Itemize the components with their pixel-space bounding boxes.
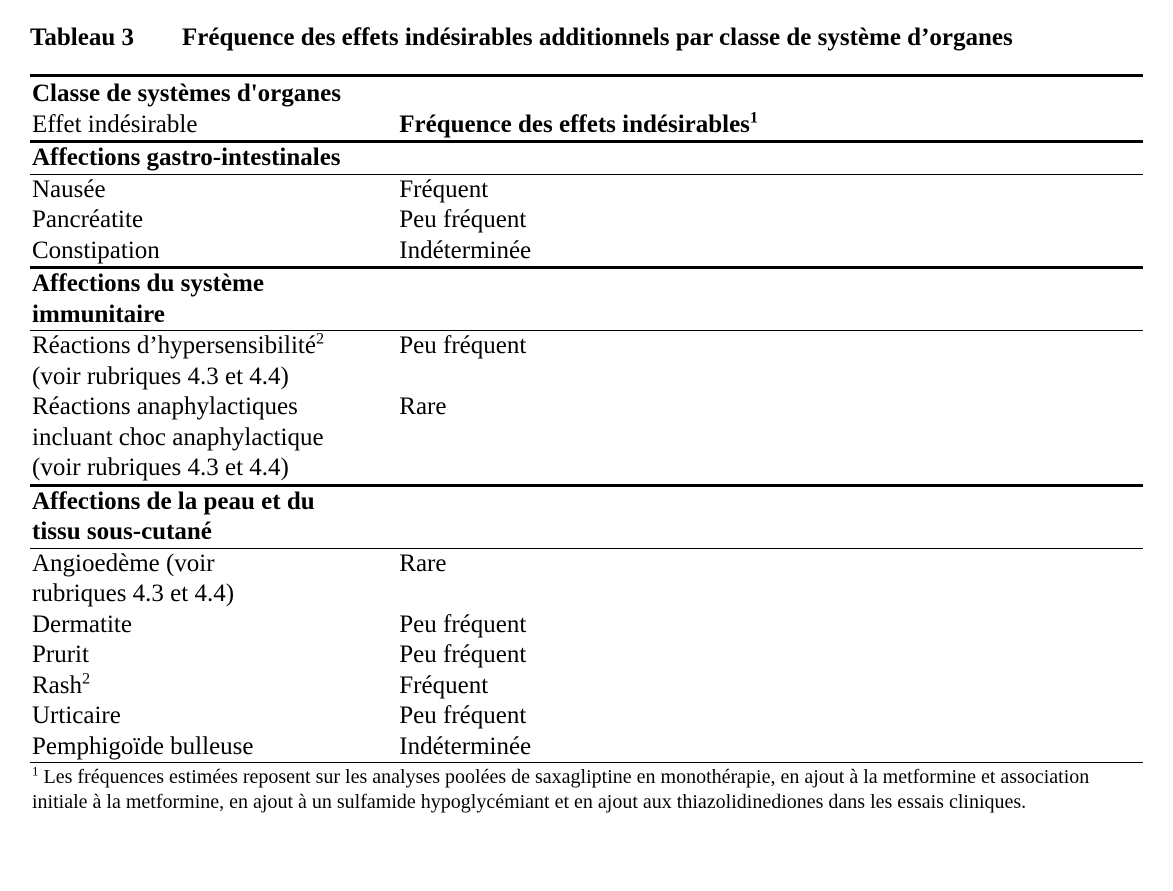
effect-name: Dermatite — [30, 610, 397, 641]
section-header-skin-l2: tissu sous-cutané — [32, 518, 212, 545]
effect-frequency: Peu fréquent — [397, 331, 1143, 393]
section-header-skin-l1: Affections de la peau et du — [32, 488, 315, 515]
table-row: Constipation Indéterminée — [30, 236, 1143, 268]
table-footnote: 1 Les fréquences estimées reposent sur l… — [30, 763, 1143, 816]
effect-frequency: Peu fréquent — [397, 640, 1143, 671]
effect-frequency: Indéterminée — [397, 732, 1143, 763]
effect-name: Réactions d’hypersensibilité2 (voir rubr… — [30, 331, 397, 393]
effect-name-sup: 2 — [316, 330, 324, 348]
effect-frequency: Peu fréquent — [397, 701, 1143, 732]
adverse-effects-table: Classe de systèmes d'organes Effet indés… — [30, 74, 1143, 815]
effect-name-line: Réactions d’hypersensibilité — [32, 332, 316, 359]
section-header-immune-l1: Affections du système — [32, 270, 264, 297]
table-row: Réactions d’hypersensibilité2 (voir rubr… — [30, 331, 1143, 393]
table-row: Angioedème (voir rubriques 4.3 et 4.4) R… — [30, 548, 1143, 610]
table-row: Urticaire Peu fréquent — [30, 701, 1143, 732]
table-row: Dermatite Peu fréquent — [30, 610, 1143, 641]
header-cell-right: Fréquence des effets indésirables1 — [397, 79, 1143, 142]
effect-frequency: Fréquent — [397, 671, 1143, 702]
effect-frequency: Peu fréquent — [397, 205, 1143, 236]
effect-frequency: Indéterminée — [397, 236, 1143, 268]
header-left-line1: Classe de systèmes d'organes — [32, 80, 341, 107]
effect-name: Prurit — [30, 640, 397, 671]
header-cell-left: Classe de systèmes d'organes Effet indés… — [30, 79, 397, 142]
effect-name: Urticaire — [30, 701, 397, 732]
table-row: Pemphigoïde bulleuse Indéterminée — [30, 732, 1143, 763]
effect-frequency: Fréquent — [397, 174, 1143, 205]
effect-name-line: incluant choc anaphylactique — [32, 424, 324, 451]
effect-name: Réactions anaphylactiques incluant choc … — [30, 392, 397, 485]
section-header-immune-l2: immunitaire — [32, 301, 165, 328]
effect-name-line: Réactions anaphylactiques — [32, 393, 298, 420]
table-row: Réactions anaphylactiques incluant choc … — [30, 392, 1143, 485]
table-row: Pancréatite Peu fréquent — [30, 205, 1143, 236]
table-row: Nausée Fréquent — [30, 174, 1143, 205]
header-right-sup: 1 — [750, 108, 758, 126]
effect-name-line: rubriques 4.3 et 4.4) — [32, 580, 234, 607]
effect-name: Pemphigoïde bulleuse — [30, 732, 397, 763]
table-row: Prurit Peu fréquent — [30, 640, 1143, 671]
effect-name: Nausée — [30, 174, 397, 205]
effect-name-line: Angioedème (voir — [32, 550, 215, 577]
footnote-text: Les fréquences estimées reposent sur les… — [32, 766, 1089, 813]
effect-name-line: Rash — [32, 672, 82, 699]
effect-name-sup: 2 — [82, 669, 90, 687]
header-right-label: Fréquence des effets indésirables — [399, 111, 750, 138]
header-left-line2: Effet indésirable — [32, 111, 197, 138]
section-header-gi: Affections gastro-intestinales — [30, 143, 1143, 174]
effect-frequency: Rare — [397, 392, 1143, 485]
effect-frequency: Peu fréquent — [397, 610, 1143, 641]
effect-name: Pancréatite — [30, 205, 397, 236]
effect-name-line: (voir rubriques 4.3 et 4.4) — [32, 454, 289, 481]
table-row: Rash2 Fréquent — [30, 671, 1143, 702]
table-title: Fréquence des effets indésirables additi… — [182, 24, 1013, 52]
section-header-immune: Affections du système immunitaire — [30, 268, 1143, 331]
effect-name: Constipation — [30, 236, 397, 268]
effect-name: Rash2 — [30, 671, 397, 702]
section-header-skin: Affections de la peau et du tissu sous-c… — [30, 485, 1143, 548]
effect-name-line: (voir rubriques 4.3 et 4.4) — [32, 363, 289, 390]
effect-frequency: Rare — [397, 548, 1143, 610]
table-number: Tableau 3 — [30, 24, 134, 52]
table-caption: Tableau 3 Fréquence des effets indésirab… — [30, 24, 1143, 52]
effect-name: Angioedème (voir rubriques 4.3 et 4.4) — [30, 548, 397, 610]
